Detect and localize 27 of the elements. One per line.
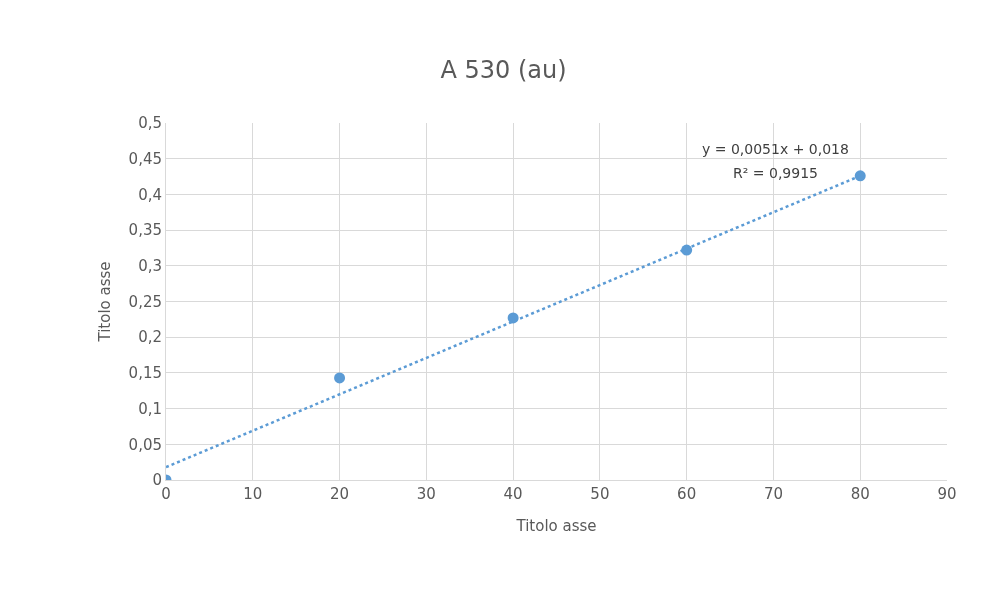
x-axis-title: Titolo asse [515, 517, 597, 535]
y-tick-label: 0,45 [128, 149, 162, 168]
y-tick-label: 0,25 [128, 292, 162, 311]
y-axis-title: Titolo asse [95, 261, 114, 343]
x-tick-label: 20 [330, 485, 350, 503]
y-tick-label: 0,2 [138, 328, 162, 347]
y-tick-label: 0,05 [128, 435, 162, 454]
x-tick-label: 60 [677, 485, 697, 503]
x-tick-label: 50 [590, 485, 610, 503]
y-tick-label: 0,15 [128, 364, 162, 383]
x-tick-label: 70 [763, 485, 783, 503]
y-tick-label: 0,1 [138, 399, 162, 418]
y-tick-label: 0 [152, 471, 162, 490]
x-tick-label: 80 [850, 485, 870, 503]
x-tick-label: 10 [243, 485, 263, 503]
x-tick-label: 30 [416, 485, 436, 503]
chart-title: A 530 (au) [440, 56, 567, 85]
annotation: y = 0,0051x + 0,018 [702, 141, 849, 157]
x-tick-label: 90 [937, 485, 957, 503]
y-tick-label: 0,4 [138, 185, 162, 204]
y-tick-label: 0,35 [128, 221, 162, 240]
y-tick-label: 0,5 [138, 114, 162, 133]
point [854, 170, 866, 182]
y-tick-label: 0,3 [138, 257, 162, 276]
x-tick-label: 40 [503, 485, 523, 503]
annotation: R² = 0,9915 [733, 165, 818, 181]
point [334, 372, 346, 384]
